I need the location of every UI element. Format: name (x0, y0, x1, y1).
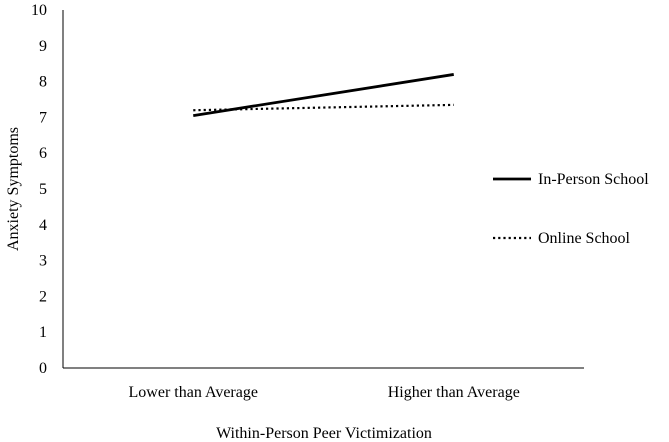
y-tick-label: 10 (31, 2, 47, 19)
y-axis-title: Anxiety Symptoms (5, 127, 22, 251)
y-tick-label: 6 (39, 145, 47, 162)
x-axis-title: Within-Person Peer Victimization (216, 425, 432, 442)
legend: In-Person School Online School (493, 171, 649, 247)
series-line-2 (193, 103, 454, 112)
y-tick-label: 9 (39, 38, 47, 55)
x-category-labels: Lower than Average Higher than Average (129, 384, 520, 401)
legend-label: Online School (538, 230, 631, 247)
y-tick-label: 2 (39, 288, 47, 305)
y-tick-label: 0 (39, 360, 47, 377)
y-tick-label: 7 (39, 109, 47, 126)
x-category-label: Lower than Average (129, 384, 258, 401)
x-category-label: Higher than Average (388, 384, 520, 401)
legend-label: In-Person School (538, 171, 649, 188)
y-tick-label: 4 (39, 217, 47, 234)
y-tick-label: 8 (39, 74, 47, 91)
y-tick-labels: 0 1 2 3 4 5 6 7 8 9 10 (31, 2, 47, 377)
y-tick-label: 3 (39, 253, 47, 270)
y-tick-label: 1 (39, 324, 47, 341)
y-tick-label: 5 (39, 181, 47, 198)
series-lines (193, 73, 454, 117)
series-line-1 (193, 73, 454, 117)
